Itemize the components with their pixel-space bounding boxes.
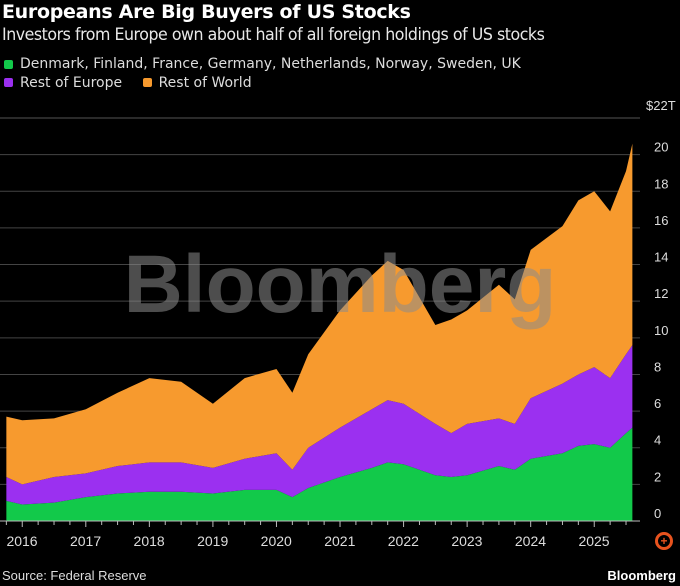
y-unit-label: $22T — [646, 98, 676, 113]
y-tick-label: 16 — [654, 213, 668, 228]
source-note: Source: Federal Reserve — [2, 568, 147, 583]
x-tick-label: 2017 — [70, 533, 101, 549]
legend-swatch — [4, 78, 13, 87]
area-series-2 — [6, 143, 633, 485]
y-tick-label: 8 — [654, 359, 661, 374]
legend-label: Rest of Europe — [20, 74, 123, 91]
legend-label: Rest of World — [158, 74, 252, 91]
y-tick-label: 4 — [654, 433, 661, 448]
x-tick-label: 2025 — [578, 533, 609, 549]
y-tick-label: 18 — [654, 176, 668, 191]
y-tick-label: 10 — [654, 323, 668, 338]
y-tick-label: 14 — [654, 250, 668, 265]
area-series-1 — [6, 345, 633, 505]
x-tick-label: 2021 — [324, 533, 355, 549]
legend-swatch — [4, 59, 13, 69]
x-tick-label: 2016 — [6, 533, 37, 549]
x-tick-label: 2018 — [134, 533, 165, 549]
x-tick-label: 2024 — [515, 533, 546, 549]
legend: Denmark, Finland, France, Germany, Nethe… — [4, 55, 664, 92]
legend-item-core-europe: Denmark, Finland, France, Germany, Nethe… — [4, 55, 521, 73]
area-series-0 — [6, 427, 633, 521]
x-tick-label: 2023 — [451, 533, 482, 549]
legend-swatch — [142, 78, 152, 87]
x-tick-label: 2022 — [388, 533, 419, 549]
y-tick-label: 0 — [654, 506, 661, 521]
x-tick-label: 2019 — [197, 533, 228, 549]
x-tick-label: 2020 — [261, 533, 292, 549]
watermark: Bloomberg — [124, 239, 557, 330]
y-tick-label: 6 — [654, 396, 661, 411]
brand-logo: Bloomberg — [607, 568, 676, 583]
y-tick-label: 20 — [654, 140, 668, 155]
legend-label: Denmark, Finland, France, Germany, Nethe… — [20, 56, 521, 72]
y-tick-label: 2 — [654, 469, 661, 484]
chart-title: Europeans Are Big Buyers of US Stocks — [2, 1, 411, 23]
y-tick-label: 12 — [654, 286, 668, 301]
legend-item-rest-of-europe: Rest of Europe — [4, 74, 122, 92]
chart-subtitle: Investors from Europe own about half of … — [2, 25, 545, 45]
legend-item-rest-of-world: Rest of World — [142, 74, 252, 92]
zoom-icon[interactable]: + — [655, 532, 673, 550]
